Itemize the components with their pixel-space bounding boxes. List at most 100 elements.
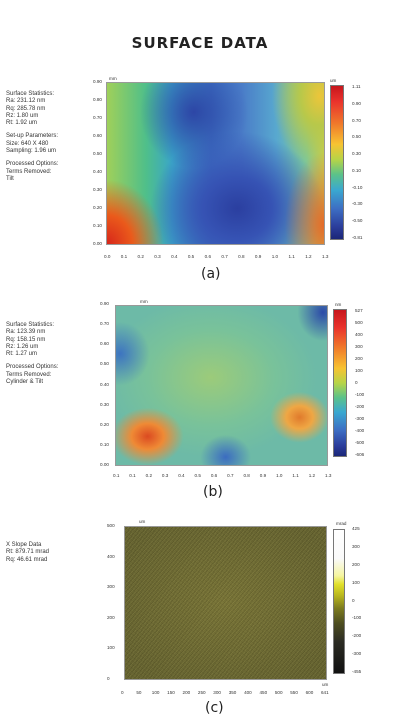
panel-c-statistics: X Slope Data Rt: 879.71 mrad Rq: 46.61 mra…	[6, 542, 49, 564]
panel-a-surface-map	[106, 82, 325, 245]
y-tick-label: 0	[107, 676, 110, 681]
x-tick-label: 1.1	[292, 473, 299, 478]
panel-c-colorbar-unit: mrad	[336, 521, 347, 526]
panel-c-slope-map	[124, 526, 327, 680]
y-tick-label: 0.10	[100, 441, 109, 447]
colorbar-tick-label: 500	[355, 320, 363, 325]
y-tick-label: 0.70	[93, 115, 102, 120]
y-tick-label: 0.80	[93, 97, 102, 102]
colorbar-tick-label: 200	[352, 561, 360, 567]
statistics-line: Ra: 123.39 nm	[6, 329, 46, 336]
x-tick-label: 300	[213, 690, 221, 695]
panel-a-colorbar-unit: um	[330, 78, 337, 83]
panel-b-y-unit: mm	[140, 299, 148, 304]
statistics-line: Processed Options:	[6, 161, 59, 168]
colorbar-tick-label: 0.50	[352, 134, 361, 140]
y-tick-label: 0.40	[93, 169, 102, 174]
x-tick-label: 0.1	[113, 473, 120, 478]
x-tick-label: 641	[321, 690, 329, 695]
x-tick-label: 0.1	[129, 473, 136, 478]
x-tick-label: 200	[182, 690, 191, 695]
statistics-line: Rq: 158.15 nm	[6, 336, 46, 343]
statistics-line: Ra: 231.12 nm	[6, 98, 46, 105]
colorbar-tick-label: 0.30	[352, 151, 361, 157]
x-tick-label: 400	[244, 690, 252, 695]
colorbar-tick-label: -200	[355, 404, 365, 409]
statistics-line: Rt: 1.27 um	[6, 351, 38, 358]
x-tick-label: 1.2	[308, 473, 316, 478]
panel-c-colorbar	[333, 529, 345, 674]
colorbar-tick-label: -100	[352, 615, 362, 621]
x-tick-label: 550	[290, 690, 298, 695]
statistics-line: Sampling: 1.96 um	[6, 148, 57, 155]
colorbar-tick-label: -606	[355, 452, 365, 457]
y-tick-label: 200	[107, 614, 115, 620]
statistics-line: Rz: 1.26 um	[6, 343, 39, 350]
statistics-line: Rq: 46.61 mrad	[6, 556, 48, 563]
colorbar-tick-label: 100	[352, 579, 360, 585]
panel-c-caption: (c)	[205, 700, 224, 716]
statistics-line: Processed Options:	[6, 364, 59, 371]
y-tick-label: 0.20	[100, 421, 109, 427]
x-tick-label: 0.9	[259, 473, 267, 478]
x-tick-label: 0.8	[238, 254, 245, 259]
colorbar-tick-label: 1.11	[352, 84, 361, 89]
colorbar-tick-label: 300	[352, 543, 360, 549]
x-tick-label: 0.6	[210, 473, 218, 478]
y-tick-label: 0.00	[100, 462, 109, 467]
y-tick-label: 0.60	[100, 341, 109, 347]
x-tick-label: 100	[151, 690, 160, 695]
colorbar-tick-label: -0.10	[352, 184, 363, 190]
statistics-line: Rt: 879.71 mrad	[6, 549, 50, 556]
colorbar-tick-label: -500	[355, 440, 365, 445]
page-title: SURFACE DATA	[131, 34, 269, 52]
x-tick-label: 1.2	[305, 254, 312, 259]
statistics-line: Set-up Parameters:	[6, 133, 59, 140]
y-tick-label: 0.50	[93, 151, 102, 156]
y-tick-label: 0.40	[100, 381, 109, 387]
x-tick-label: 0.9	[254, 254, 262, 259]
panel-b-colorbar	[333, 309, 347, 457]
colorbar-tick-label: 300	[355, 344, 363, 349]
panel-c-y-unit: um	[139, 519, 146, 524]
x-tick-label: 0.2	[137, 254, 144, 259]
colorbar-tick-label: 425	[352, 526, 360, 531]
colorbar-tick-label: 400	[355, 332, 363, 337]
panel-a-caption: (a)	[201, 266, 221, 282]
panel-b-caption: (b)	[203, 484, 223, 500]
x-tick-label: 0	[121, 690, 124, 695]
x-tick-label: 0.5	[194, 473, 201, 478]
colorbar-tick-label: -400	[355, 428, 365, 433]
x-tick-label: 0.6	[204, 254, 211, 259]
x-tick-label: 1.0	[276, 473, 283, 478]
statistics-line: Size: 640 X 480	[6, 140, 49, 147]
x-tick-label: 150	[167, 690, 175, 695]
colorbar-tick-label: -0.81	[352, 235, 363, 240]
statistics-line: X Slope Data	[6, 542, 42, 548]
colorbar-tick-label: 0.90	[352, 100, 361, 106]
y-tick-label: 400	[107, 553, 115, 559]
panel-b-statistics: Surface Statistics: Ra: 123.39 nm Rq: 158.…	[6, 322, 58, 386]
y-tick-label: 0.20	[93, 205, 102, 210]
x-tick-label: 0.4	[171, 254, 178, 259]
y-tick-label: 0.30	[93, 187, 102, 192]
x-tick-label: 450	[259, 690, 268, 695]
colorbar-tick-label: 0.10	[352, 167, 361, 173]
x-tick-label: 0.5	[187, 254, 195, 259]
x-tick-label: 0.1	[120, 254, 128, 259]
statistics-line: Surface Statistics:	[6, 91, 55, 97]
panel-b-surface-map	[115, 305, 328, 466]
colorbar-tick-label: -300	[355, 416, 365, 421]
y-tick-label: 500	[107, 523, 115, 528]
panel-a-y-unit: mm	[109, 76, 117, 81]
colorbar-tick-label: -0.30	[352, 201, 363, 207]
x-tick-label: 0.7	[227, 473, 234, 478]
x-tick-label: 0.2	[145, 473, 152, 478]
colorbar-tick-label: -0.50	[352, 218, 363, 224]
y-tick-label: 0.30	[100, 401, 109, 407]
y-tick-label: 0.70	[100, 321, 109, 327]
x-tick-label: 0.8	[243, 473, 250, 478]
statistics-line: Terms Removed:	[6, 371, 52, 378]
x-tick-label: 0.7	[221, 254, 228, 259]
x-tick-label: 1.0	[271, 254, 279, 259]
